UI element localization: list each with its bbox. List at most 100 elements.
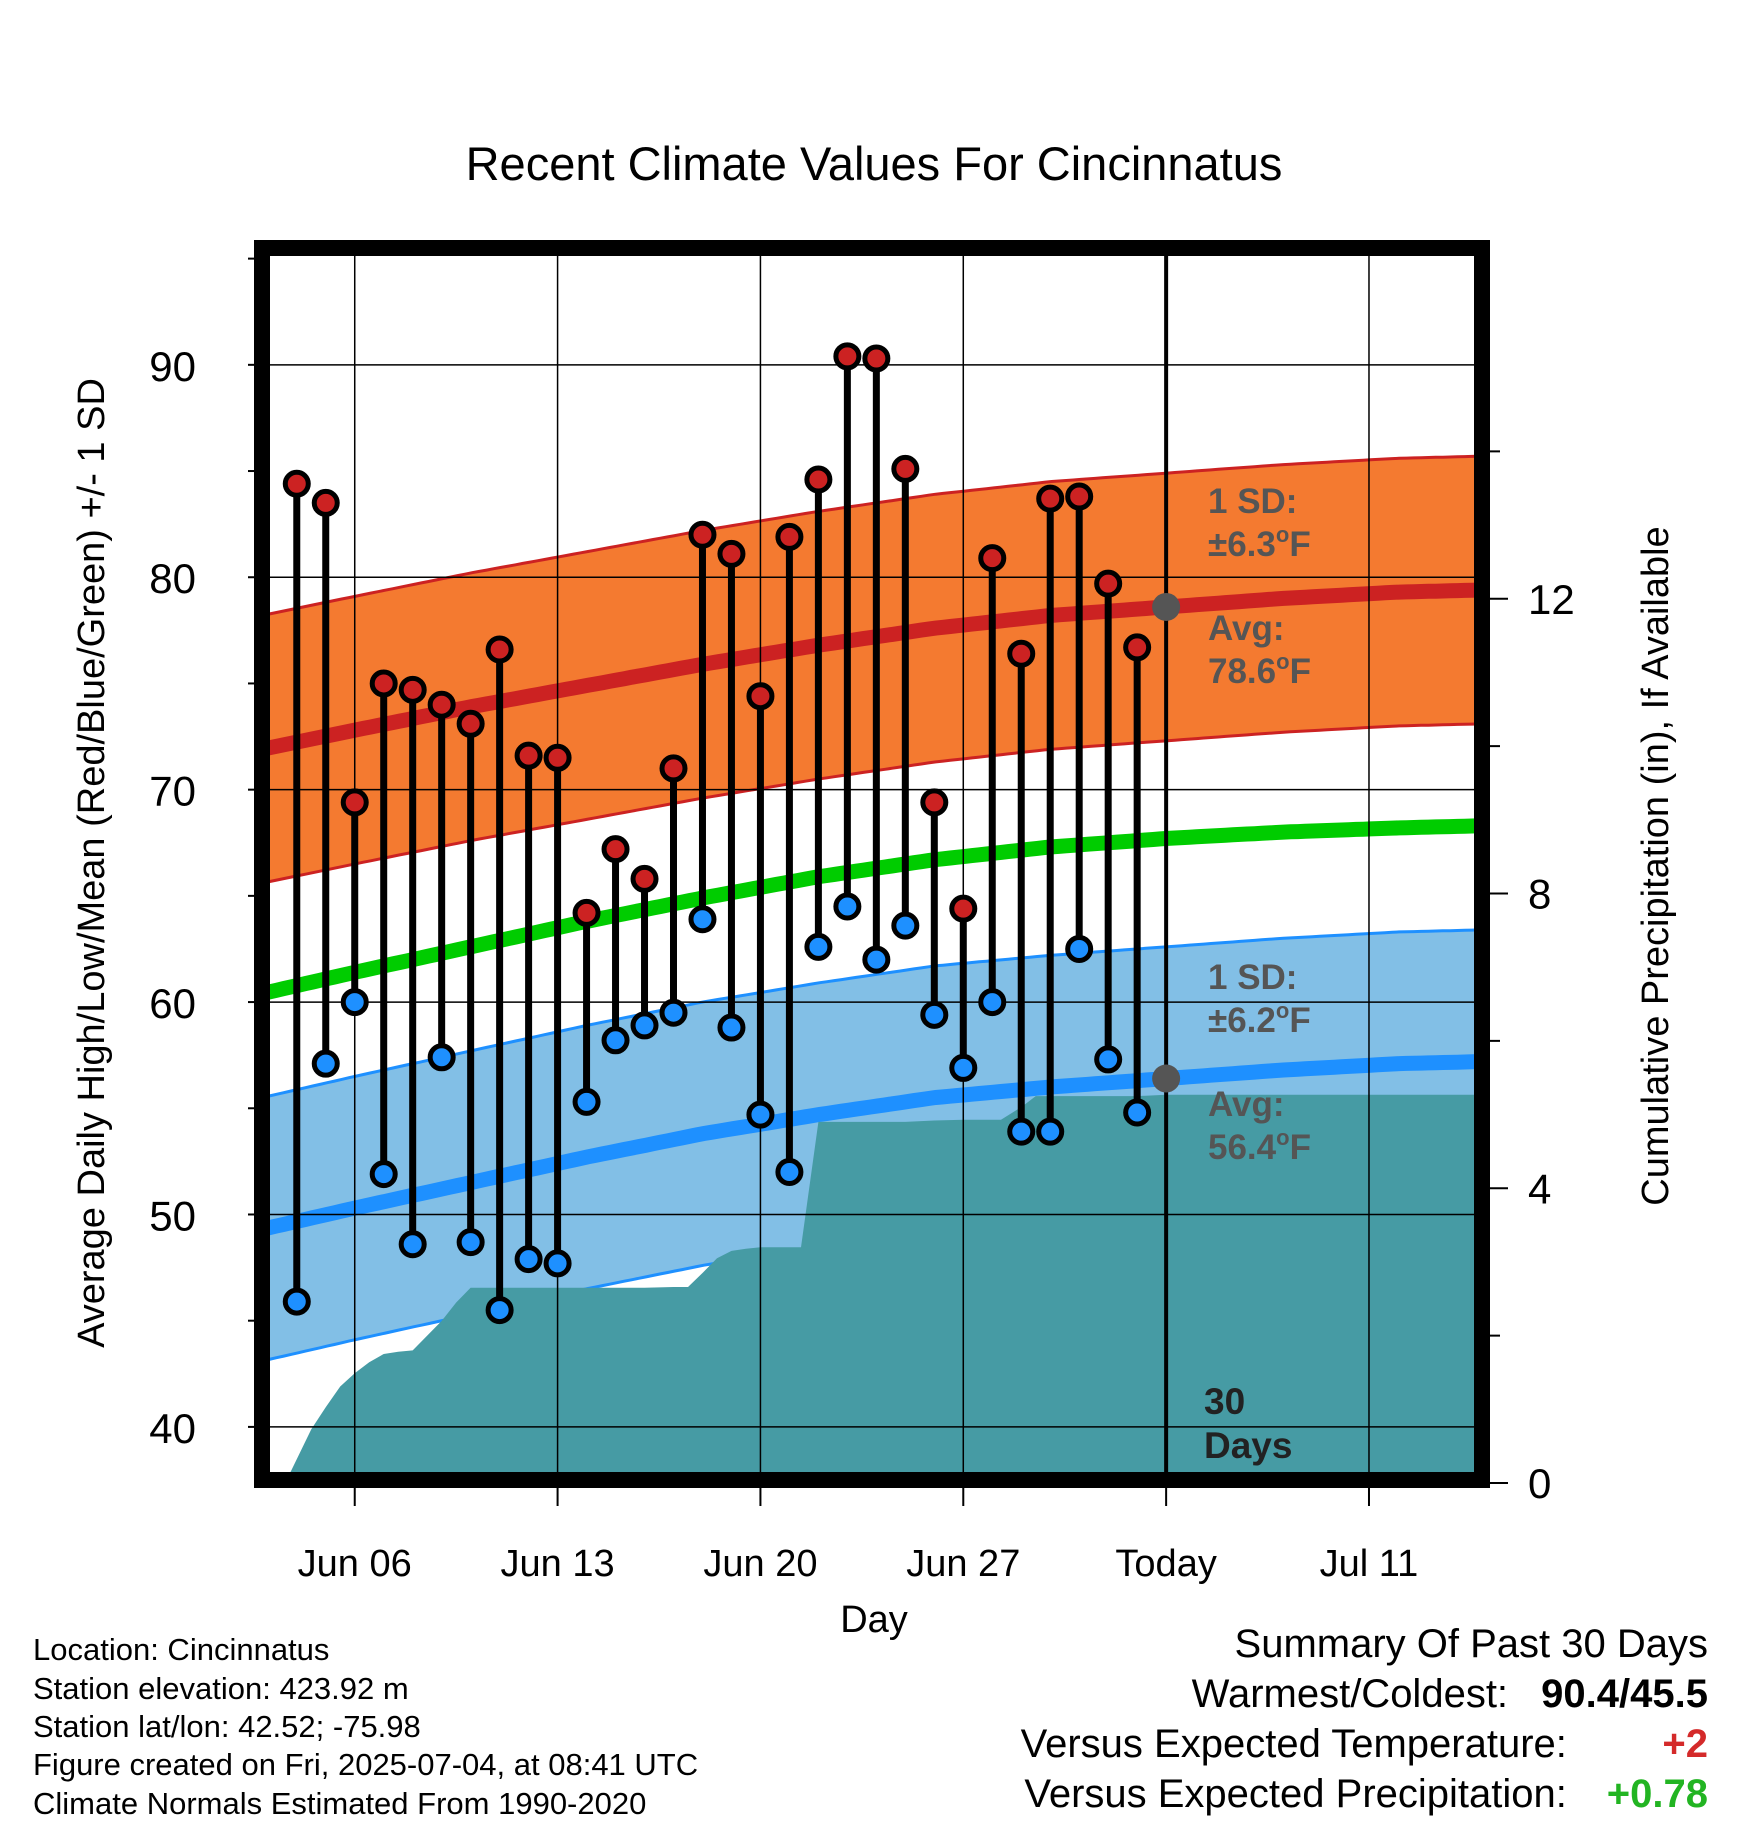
low-point: [340, 988, 369, 1017]
today-high-normal-marker: [1152, 592, 1181, 621]
x-tick-label: Jun 27: [906, 1543, 1020, 1585]
low-point: [949, 1053, 978, 1082]
y2-tick-label: 8: [1528, 871, 1551, 918]
high-point: [688, 520, 717, 549]
high-point: [282, 469, 311, 498]
high-point: [920, 788, 949, 817]
high-sd-band-upper-edge: [262, 454, 1480, 617]
low-sd-label: 1 SD:: [1208, 958, 1297, 997]
low-point: [978, 988, 1007, 1017]
high-point: [862, 344, 891, 373]
high-point: [572, 898, 601, 927]
low-point: [311, 1049, 340, 1078]
low-point: [514, 1245, 543, 1274]
high-point: [514, 741, 543, 770]
low-point: [630, 1011, 659, 1040]
summary-precip-label: Versus Expected Precipitation:: [1024, 1772, 1567, 1816]
low-point: [485, 1296, 514, 1325]
low-sd-band-upper-edge: [262, 928, 1480, 1100]
high-point: [1065, 482, 1094, 511]
low-point: [543, 1249, 572, 1278]
normal-high-line: [262, 582, 1480, 757]
high-point: [978, 544, 1007, 573]
low-point: [1094, 1045, 1123, 1074]
high-sd-band-lower-edge: [262, 722, 1480, 885]
x-tick-label: Jun 13: [501, 1543, 615, 1585]
high-point: [1036, 484, 1065, 513]
x-tick-label: Today: [1115, 1543, 1216, 1585]
low-point: [456, 1228, 485, 1257]
x-tick-label: Jun 06: [298, 1543, 412, 1585]
y-tick-label: 90: [149, 343, 196, 390]
low-point: [427, 1043, 456, 1072]
low-point: [398, 1230, 427, 1259]
low-point: [833, 892, 862, 921]
x-tick-label: Jul 11: [1320, 1543, 1419, 1585]
y-axis-label: Average Daily High/Low/Mean (Red/Blue/Gr…: [71, 378, 113, 1348]
high-point: [340, 788, 369, 817]
x-axis-label: Day: [840, 1599, 908, 1641]
low-sd-value: ±6.2oF: [1208, 998, 1311, 1040]
low-point: [369, 1160, 398, 1189]
precipitation-area: [285, 1094, 1482, 1480]
low-point: [891, 911, 920, 940]
high-point: [543, 743, 572, 772]
days-word-label: Days: [1204, 1425, 1292, 1466]
high-avg-value: 78.6oF: [1208, 649, 1311, 691]
low-point: [688, 905, 717, 934]
y-tick-label: 40: [149, 1405, 196, 1452]
low-point: [572, 1087, 601, 1116]
low-point: [775, 1158, 804, 1186]
y2-tick-label: 0: [1528, 1460, 1551, 1507]
high-point: [311, 488, 340, 517]
high-point: [630, 864, 659, 893]
summary-temp-row: Versus Expected Temperature: +2: [1021, 1722, 1708, 1767]
summary-precip-row: Versus Expected Precipitation: +0.78: [1024, 1772, 1708, 1817]
high-point: [891, 454, 920, 483]
normal-mean-line: [262, 818, 1480, 1001]
plot-frame: [254, 240, 1490, 1488]
high-sd-band-fill: [262, 456, 1480, 884]
summary-precip-value: +0.78: [1606, 1772, 1708, 1816]
y2-tick-label: 4: [1528, 1165, 1551, 1212]
today-low-normal-marker: [1152, 1064, 1181, 1093]
summary-title: Summary Of Past 30 Days: [1234, 1622, 1708, 1666]
low-point: [1036, 1117, 1065, 1146]
low-point: [282, 1287, 311, 1316]
summary-temp-value: +2: [1662, 1722, 1708, 1766]
high-point: [601, 835, 630, 864]
days-count-label: 30: [1204, 1381, 1245, 1422]
normal-low-line: [262, 1054, 1480, 1237]
high-point: [717, 539, 746, 568]
summary-warmest-value: 90.4/45.5: [1541, 1672, 1708, 1716]
high-point: [775, 522, 804, 551]
summary-temp-label: Versus Expected Temperature:: [1020, 1722, 1567, 1766]
chart-title: Recent Climate Values For Cincinnatus: [466, 137, 1283, 190]
high-point: [398, 675, 427, 704]
high-avg-label: Avg:: [1208, 609, 1284, 648]
summary-warmest-row: Warmest/Coldest: 90.4/45.5: [1192, 1672, 1708, 1717]
y-tick-label: 60: [149, 980, 196, 1027]
summary-warmest-label: Warmest/Coldest:: [1191, 1672, 1509, 1716]
info-created: Figure created on Fri, 2025-07-04, at 08…: [33, 1747, 699, 1782]
low-point: [1065, 934, 1094, 963]
low-point: [1123, 1098, 1152, 1127]
low-avg-value: 56.4oF: [1208, 1125, 1311, 1167]
high-point: [804, 465, 833, 494]
low-point: [920, 1000, 949, 1029]
high-point: [1123, 633, 1152, 662]
low-point: [601, 1026, 630, 1055]
high-point: [369, 669, 398, 698]
high-point: [949, 894, 978, 923]
high-point: [456, 709, 485, 738]
low-avg-label: Avg:: [1208, 1085, 1284, 1124]
y-tick-label: 70: [149, 768, 196, 815]
y-tick-label: 80: [149, 555, 196, 602]
info-normals: Climate Normals Estimated From 1990-2020: [33, 1786, 647, 1821]
low-point: [804, 932, 833, 961]
high-point: [659, 754, 688, 783]
info-location: Location: Cincinnatus: [33, 1632, 330, 1667]
info-elevation: Station elevation: 423.92 m: [33, 1671, 409, 1706]
high-point: [1094, 569, 1123, 598]
